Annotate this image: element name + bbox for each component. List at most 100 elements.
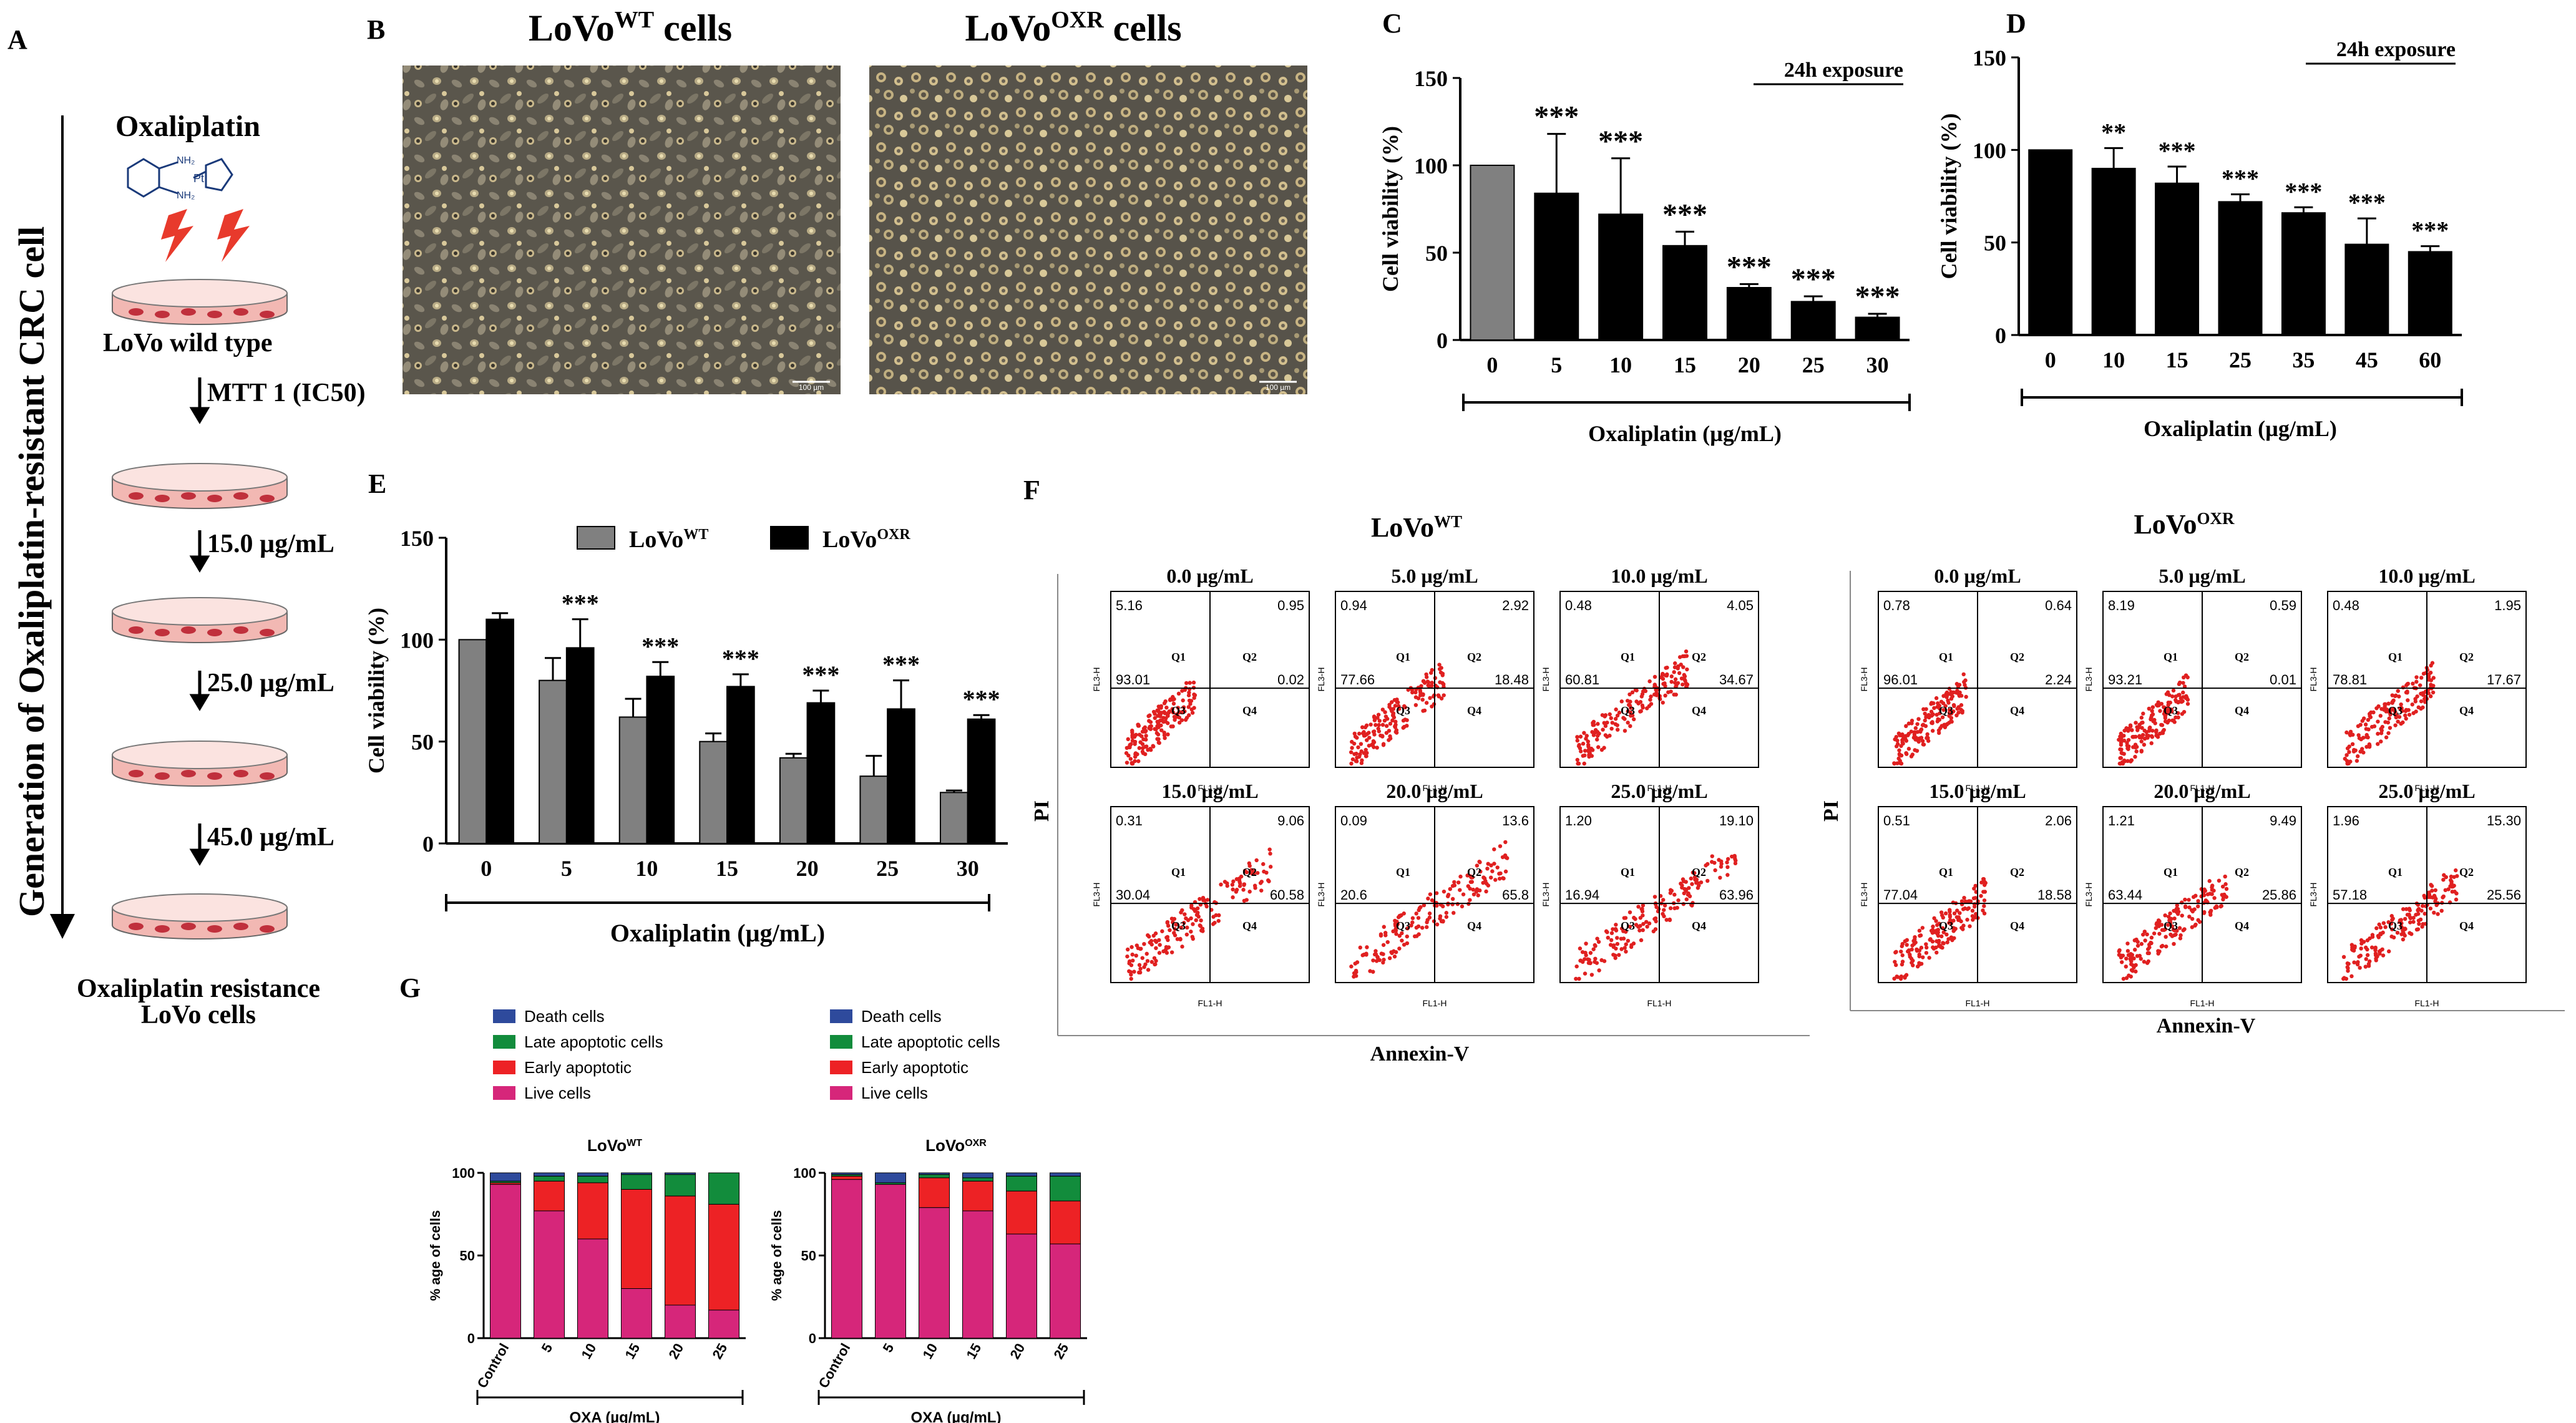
stacked-segment: [490, 1184, 521, 1339]
flow-dot: [1594, 961, 1599, 965]
flow-dot: [2122, 738, 2127, 743]
dish-top: [112, 597, 288, 626]
flow-dot: [1129, 976, 1133, 981]
flow-dot: [2172, 916, 2177, 921]
flow-dot: [1161, 719, 1166, 724]
flow-dot: [1247, 890, 1252, 894]
flow-dot: [1485, 867, 1490, 871]
significance-label: ***: [642, 632, 679, 660]
chart-d: 0 50 100 150 Cell viability (%) 0 10 15 25 35 45 60…: [1936, 38, 2463, 441]
quadrant-value-q1: 0.51: [1883, 813, 1910, 828]
flow-dot: [1641, 903, 1646, 908]
flow-dot: [1167, 709, 1172, 714]
flow-dot: [2381, 921, 2386, 925]
flow-dot: [1231, 895, 1235, 900]
significance-label: ***: [1534, 100, 1579, 134]
flow-dot-cloud: [1349, 663, 1446, 766]
flow-dot: [1932, 706, 1936, 711]
flow-dot: [1186, 918, 1191, 923]
flow-dot: [2376, 731, 2380, 736]
flow-dot: [1617, 711, 1622, 715]
flow-dot: [2159, 701, 2164, 706]
flow-dot: [2160, 731, 2164, 736]
flow-dot: [1694, 877, 1699, 882]
flow-dot: [1983, 890, 1988, 894]
quadrant-value-q3: 78.81: [2333, 672, 2367, 687]
flow-dot: [1148, 940, 1152, 945]
quadrant-value-q4: 34.67: [1719, 672, 1754, 687]
quadrant-name-q3: Q3: [1396, 704, 1410, 717]
flow-dot: [1393, 949, 1398, 954]
flow-dot: [1183, 717, 1188, 722]
dish-cell: [155, 495, 170, 502]
legend-swatch: [830, 1086, 852, 1100]
quadrant-name-q1: Q1: [1621, 651, 1635, 663]
x-tick-label: 5: [1551, 352, 1562, 377]
flow-dot: [1904, 739, 1909, 743]
flow-dot: [2374, 706, 2379, 711]
flow-dot: [2154, 733, 2159, 738]
flow-dot: [2119, 747, 2124, 752]
flow-dot: [1682, 678, 1687, 682]
step-label: 25.0 µg/mL: [207, 669, 334, 697]
flow-dot: [1627, 910, 1632, 915]
flow-dot: [1893, 959, 1897, 964]
flow-dot: [1175, 937, 1180, 941]
flow-dot: [1661, 898, 1666, 902]
flow-dot: [1694, 880, 1699, 885]
quadrant-name-q1: Q1: [2164, 866, 2178, 878]
flow-dot: [1154, 946, 1158, 950]
flow-dot: [2197, 920, 2202, 924]
quadrant-name-q4: Q4: [1467, 920, 1481, 932]
flow-dot: [1172, 697, 1176, 701]
flow-dot: [2118, 755, 2122, 760]
flow-dot: [2373, 946, 2378, 951]
dish-cell: [260, 629, 275, 636]
x-tick-label: FL1-H: [1966, 998, 1990, 1008]
flow-dot: [1160, 929, 1164, 933]
stacked-segment: [490, 1172, 521, 1182]
flow-dot: [1900, 953, 1905, 958]
quadrant-value-q3: 77.66: [1340, 672, 1375, 687]
dish-cell: [155, 772, 170, 780]
flow-dot: [1368, 722, 1373, 727]
flow-dot: [1425, 920, 1429, 925]
step-label: MTT 1 (IC50): [207, 379, 366, 407]
flow-dot: [1397, 913, 1402, 918]
bar-wt: [458, 639, 487, 845]
flow-dot: [1183, 912, 1187, 916]
x-tick-label: FL1-H: [2415, 783, 2439, 793]
dish-cell: [207, 925, 222, 933]
flow-dot: [1381, 952, 1385, 956]
flow-dot: [1623, 916, 1628, 920]
x-axis-label: Oxaliplatin (µg/mL): [2144, 416, 2337, 441]
quadrant-name-q2: Q2: [2459, 651, 2474, 663]
flow-dot: [2217, 878, 2222, 883]
flow-dot: [1939, 934, 1944, 939]
x-tick-label: 10: [1609, 352, 1632, 377]
x-tick-label: 10: [2102, 347, 2125, 372]
flow-dot: [1927, 956, 1931, 960]
flow-dot: [1672, 665, 1677, 669]
flow-dot: [1619, 699, 1624, 704]
flow-dot: [1439, 666, 1443, 670]
flow-dot: [2154, 728, 2159, 733]
flow-dot: [2129, 962, 2134, 966]
flow-dot: [2394, 715, 2398, 720]
flow-dot: [2181, 690, 2185, 695]
flow-dot: [1588, 951, 1593, 955]
flow-dot: [2150, 729, 2155, 733]
x-tick-label: 60: [2419, 347, 2441, 372]
flow-dot: [1268, 865, 1273, 869]
flow-dot: [1164, 705, 1169, 710]
flow-dot: [1371, 958, 1375, 963]
flow-dot: [1225, 883, 1229, 888]
quadrant-name-q1: Q1: [2164, 651, 2178, 663]
flow-dot: [2147, 706, 2151, 711]
flow-dot: [2372, 724, 2377, 729]
flow-dot: [1609, 716, 1613, 721]
flow-dot: [1129, 945, 1134, 949]
flow-dot: [1170, 707, 1174, 711]
flow-dot: [1586, 739, 1591, 744]
flow-plot: 25.0 µg/mL Q1 Q2 Q3 Q4 1.20 19.10 16.94 63.96 FL1…: [1541, 780, 1759, 1008]
